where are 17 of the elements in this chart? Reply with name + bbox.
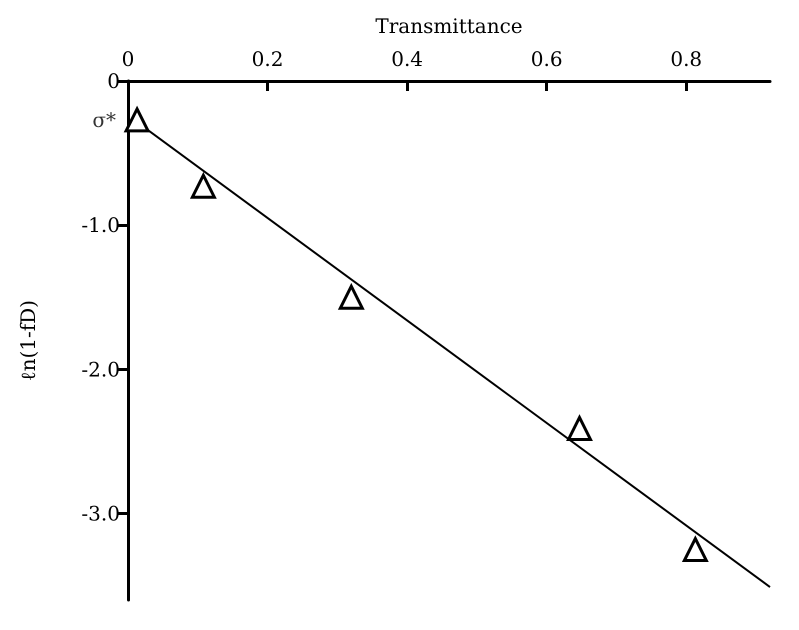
point [682, 537, 708, 562]
annotation: σ* [92, 108, 116, 132]
y-tick-label: -1.0 [81, 213, 120, 238]
x-axis-title: Transmittance [375, 14, 523, 38]
y-tick-label: -2.0 [81, 357, 120, 382]
x-tick-label: 0.8 [670, 47, 702, 71]
x-tick-label: 0.6 [530, 47, 563, 71]
point [190, 174, 216, 199]
x-tick-label: 0.2 [252, 47, 284, 71]
y-tick-label: 0 [107, 69, 120, 93]
x-tick-label: 0.4 [391, 47, 424, 71]
point [338, 284, 364, 310]
x-tick-label: 0 [122, 47, 134, 71]
point [124, 107, 150, 132]
y-tick-label: -3.0 [81, 502, 120, 526]
y-axis-title: ℓn(1-fD) [16, 300, 40, 381]
point [566, 416, 592, 441]
